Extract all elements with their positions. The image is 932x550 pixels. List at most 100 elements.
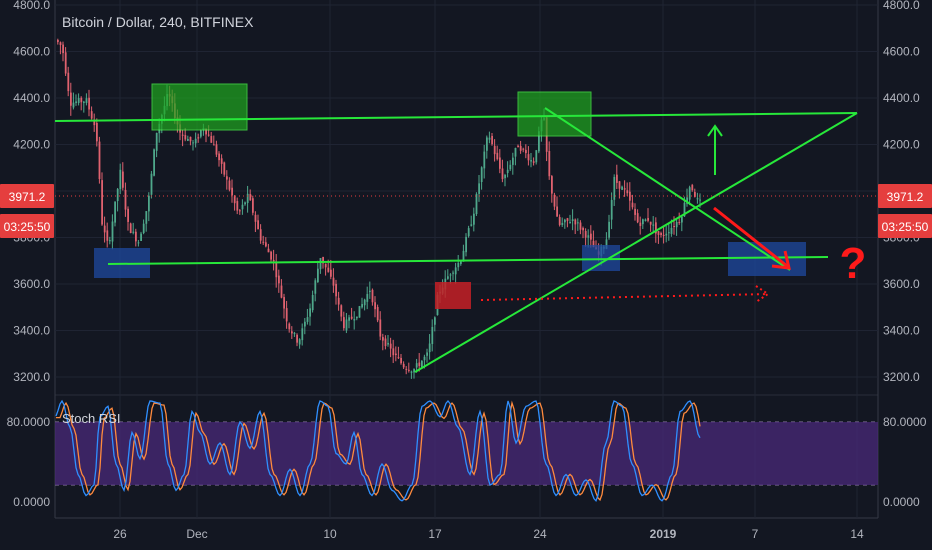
candle-body xyxy=(311,294,314,311)
candle-body xyxy=(246,193,249,203)
candle-body xyxy=(322,256,324,264)
falling-trendline xyxy=(544,107,791,271)
candle-body xyxy=(116,188,119,202)
candle-body xyxy=(218,153,220,161)
candle-body xyxy=(358,306,361,318)
candle-body xyxy=(465,236,467,253)
x-tick-label: 17 xyxy=(428,527,442,541)
candle-body xyxy=(345,319,348,331)
candle-body xyxy=(259,229,262,241)
candle-body xyxy=(639,222,642,227)
candle-body xyxy=(254,214,257,222)
candle-body xyxy=(280,285,283,298)
candle-body xyxy=(132,231,135,233)
candle-body xyxy=(249,194,252,201)
candle-body xyxy=(636,213,639,223)
candle-body xyxy=(423,356,426,361)
candle-body xyxy=(525,149,527,154)
candle-body xyxy=(137,242,140,244)
breakout-zone xyxy=(435,282,471,309)
candle-body xyxy=(153,149,155,176)
candle-body xyxy=(530,160,532,162)
candle-body xyxy=(288,323,291,330)
candle-body xyxy=(285,308,288,322)
price-badge-left xyxy=(0,184,54,208)
candle-body xyxy=(623,188,626,190)
candle-body xyxy=(215,144,218,155)
candle-body xyxy=(213,144,215,146)
y-tick-label-right: 4400.0 xyxy=(883,91,920,105)
candle-body xyxy=(431,326,434,345)
candle-body xyxy=(200,130,202,137)
candle-body xyxy=(148,195,150,212)
candle-body xyxy=(449,274,452,276)
candle-body xyxy=(644,219,647,221)
y-tick-label-right: 4800.0 xyxy=(883,0,920,12)
question-mark: ? xyxy=(840,239,867,288)
candle-body xyxy=(434,317,436,325)
candle-body xyxy=(233,196,236,204)
candle-body xyxy=(668,232,670,234)
candle-body xyxy=(629,191,631,201)
candle-body xyxy=(675,221,678,228)
candle-body xyxy=(532,161,535,163)
candle-body xyxy=(400,357,402,364)
candle-body xyxy=(501,168,504,180)
candle-body xyxy=(283,297,285,309)
y-tick-label-left: 4400.0 xyxy=(13,91,50,105)
candle-body xyxy=(610,199,613,220)
candle-body xyxy=(696,198,699,200)
candle-body xyxy=(618,181,621,189)
candle-body xyxy=(538,131,540,152)
candle-body xyxy=(665,233,668,236)
x-tick-label: Dec xyxy=(186,527,207,541)
candle-body xyxy=(571,219,574,221)
candle-body xyxy=(135,231,137,242)
candle-body xyxy=(621,186,623,190)
candle-body xyxy=(267,248,270,253)
candle-body xyxy=(670,227,673,234)
candle-body xyxy=(475,193,478,215)
candle-body xyxy=(155,132,158,151)
candle-body xyxy=(452,272,454,274)
candle-body xyxy=(106,230,109,241)
y-tick-label-left: 3400.0 xyxy=(13,324,50,338)
candle-body xyxy=(574,219,577,225)
candle-body xyxy=(608,221,610,238)
candle-body xyxy=(374,302,376,310)
candle-body xyxy=(77,98,80,103)
candle-body xyxy=(486,137,488,151)
candle-body xyxy=(410,371,413,373)
support-zone-target xyxy=(728,242,806,276)
candle-body xyxy=(369,290,371,292)
countdown-badge-value: 03:25:50 xyxy=(882,220,929,234)
candle-body xyxy=(590,233,592,240)
stoch-tick-left: 80.0000 xyxy=(7,415,51,429)
candle-body xyxy=(460,261,462,264)
y-tick-label-left: 3200.0 xyxy=(13,370,50,384)
candle-body xyxy=(270,251,272,260)
stoch-tick-right: 0.0000 xyxy=(883,495,920,509)
candle-body xyxy=(129,223,132,234)
candle-body xyxy=(332,277,335,286)
candle-body xyxy=(140,233,142,242)
y-tick-label-right: 3400.0 xyxy=(883,324,920,338)
candle-body xyxy=(462,250,465,262)
y-tick-label-right: 4200.0 xyxy=(883,138,920,152)
candle-body xyxy=(587,235,590,238)
candle-body xyxy=(265,242,267,247)
candle-body xyxy=(678,221,681,223)
candle-body xyxy=(309,308,311,317)
candle-body xyxy=(293,332,296,334)
candle-body xyxy=(561,222,564,226)
countdown-badge-right xyxy=(878,214,932,238)
candle-body xyxy=(493,145,496,155)
candle-body xyxy=(88,97,90,110)
candle-body xyxy=(189,136,192,142)
candle-body xyxy=(379,319,382,337)
candle-body xyxy=(655,222,657,234)
candle-body xyxy=(553,194,556,207)
candle-body xyxy=(314,280,317,294)
countdown-badge-value: 03:25:50 xyxy=(4,220,51,234)
candle-body xyxy=(62,44,64,54)
